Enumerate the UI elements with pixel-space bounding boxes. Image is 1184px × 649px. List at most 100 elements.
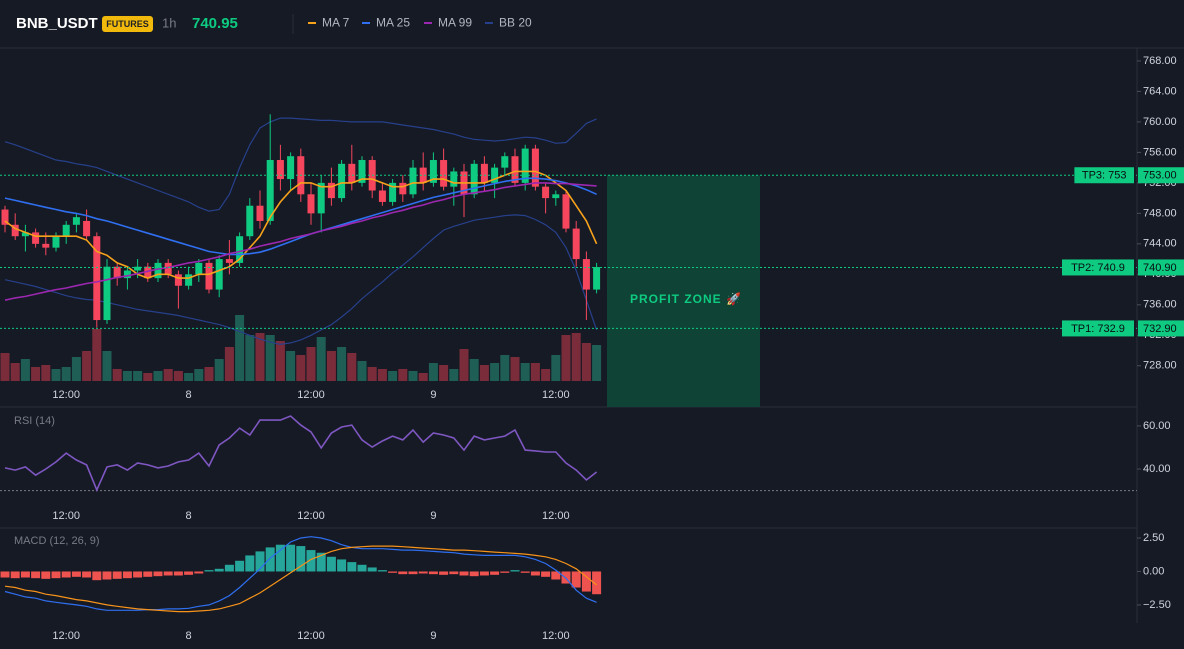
histogram-bar <box>592 571 602 595</box>
volume-bar <box>551 355 561 381</box>
histogram-bar <box>31 571 41 579</box>
volume-bar <box>153 371 163 381</box>
pane-title: RSI (14) <box>14 415 55 427</box>
volume-bar <box>316 337 326 381</box>
candle-body <box>521 148 529 183</box>
profit-zone <box>607 175 760 407</box>
candle-body <box>429 160 437 183</box>
candle-body <box>195 262 203 275</box>
candle-body <box>338 163 346 199</box>
candle-body <box>491 167 499 183</box>
candle-body <box>52 236 60 248</box>
volume-bar <box>133 371 143 381</box>
volume-bar <box>449 369 459 381</box>
legend-label: MA 7 <box>322 16 350 30</box>
histogram-bar <box>143 571 153 577</box>
histogram-bar <box>296 546 306 572</box>
candle-body <box>113 266 121 279</box>
macd-line <box>4 536 597 611</box>
histogram-bar <box>173 571 183 576</box>
histogram-bar <box>500 571 510 573</box>
volume-bar <box>20 359 30 381</box>
volume-bar <box>459 349 469 381</box>
histogram-bar <box>214 568 224 572</box>
histogram-bar <box>316 552 326 572</box>
histogram-bar <box>541 571 551 577</box>
candle-body <box>542 186 550 199</box>
volume-bar <box>561 335 571 381</box>
y-tick-label: 748.00 <box>1143 207 1177 219</box>
volume-bar <box>306 347 316 381</box>
x-tick-label: 8 <box>186 389 192 401</box>
volume-bar <box>255 333 265 381</box>
y-tick-label: 0.00 <box>1143 565 1164 577</box>
volume-bar <box>357 361 367 381</box>
level-label-bg <box>1062 320 1134 337</box>
candle-body <box>144 266 152 279</box>
volume-bar <box>296 355 306 381</box>
volume-bar <box>10 363 20 381</box>
candle-body <box>42 243 50 248</box>
volume-bar <box>510 357 520 381</box>
volume-bar <box>173 371 183 381</box>
volume-bar <box>377 369 387 381</box>
candle-body <box>317 182 325 214</box>
legend-label: MA 25 <box>376 16 410 30</box>
candle-body <box>307 194 315 214</box>
histogram-bar <box>571 571 581 588</box>
volume-bar <box>41 365 51 381</box>
candle-body <box>399 182 407 195</box>
histogram-bar <box>153 571 163 577</box>
volume-bar <box>265 335 275 381</box>
histogram-bar <box>520 571 530 573</box>
histogram-bar <box>551 571 561 580</box>
x-tick-label: 12:00 <box>297 389 325 401</box>
candle-body <box>348 163 356 183</box>
histogram-bar <box>255 551 265 572</box>
histogram-bar <box>428 571 438 575</box>
histogram-bar <box>51 571 61 579</box>
candle-body <box>276 160 284 180</box>
candle-body <box>11 224 19 237</box>
y-tick-label: 736.00 <box>1143 299 1177 311</box>
histogram-bar <box>245 555 255 572</box>
candle-body <box>450 171 458 187</box>
candle-body <box>266 160 274 221</box>
legend-label: BB 20 <box>499 16 532 30</box>
volume-bar <box>0 353 10 381</box>
y-tick-label: 768.00 <box>1143 55 1177 67</box>
volume-bar <box>235 315 245 381</box>
candle-body <box>389 182 397 202</box>
candle-body <box>327 182 335 199</box>
candle-body <box>531 148 539 187</box>
volume-bar <box>367 367 377 381</box>
volume-bar <box>326 351 336 381</box>
level-label-bg <box>1062 259 1134 276</box>
candle-body <box>256 205 264 221</box>
histogram-bar <box>510 570 520 572</box>
axis-price-bg <box>1138 320 1184 337</box>
x-tick-label: 12:00 <box>52 389 80 401</box>
candle-body <box>134 266 142 271</box>
y-tick-label: 756.00 <box>1143 146 1177 158</box>
volume-bar <box>102 351 112 381</box>
candle-body <box>480 163 488 183</box>
histogram-bar <box>306 550 316 572</box>
x-tick-label: 12:00 <box>542 389 570 401</box>
volume-bar <box>275 341 285 381</box>
histogram-bar <box>235 560 245 572</box>
histogram-bar <box>71 571 81 577</box>
candle-body <box>185 274 193 286</box>
histogram-bar <box>347 562 357 572</box>
volume-bar <box>82 351 92 381</box>
ma-line <box>4 182 597 301</box>
histogram-bar <box>275 544 285 572</box>
ma-line <box>4 170 598 279</box>
volume-bar <box>71 357 81 381</box>
x-tick-label: 12:00 <box>297 630 325 642</box>
histogram-bar <box>204 570 214 572</box>
axis-price-label: 753.00 <box>1143 170 1177 182</box>
histogram-bar <box>224 564 234 572</box>
